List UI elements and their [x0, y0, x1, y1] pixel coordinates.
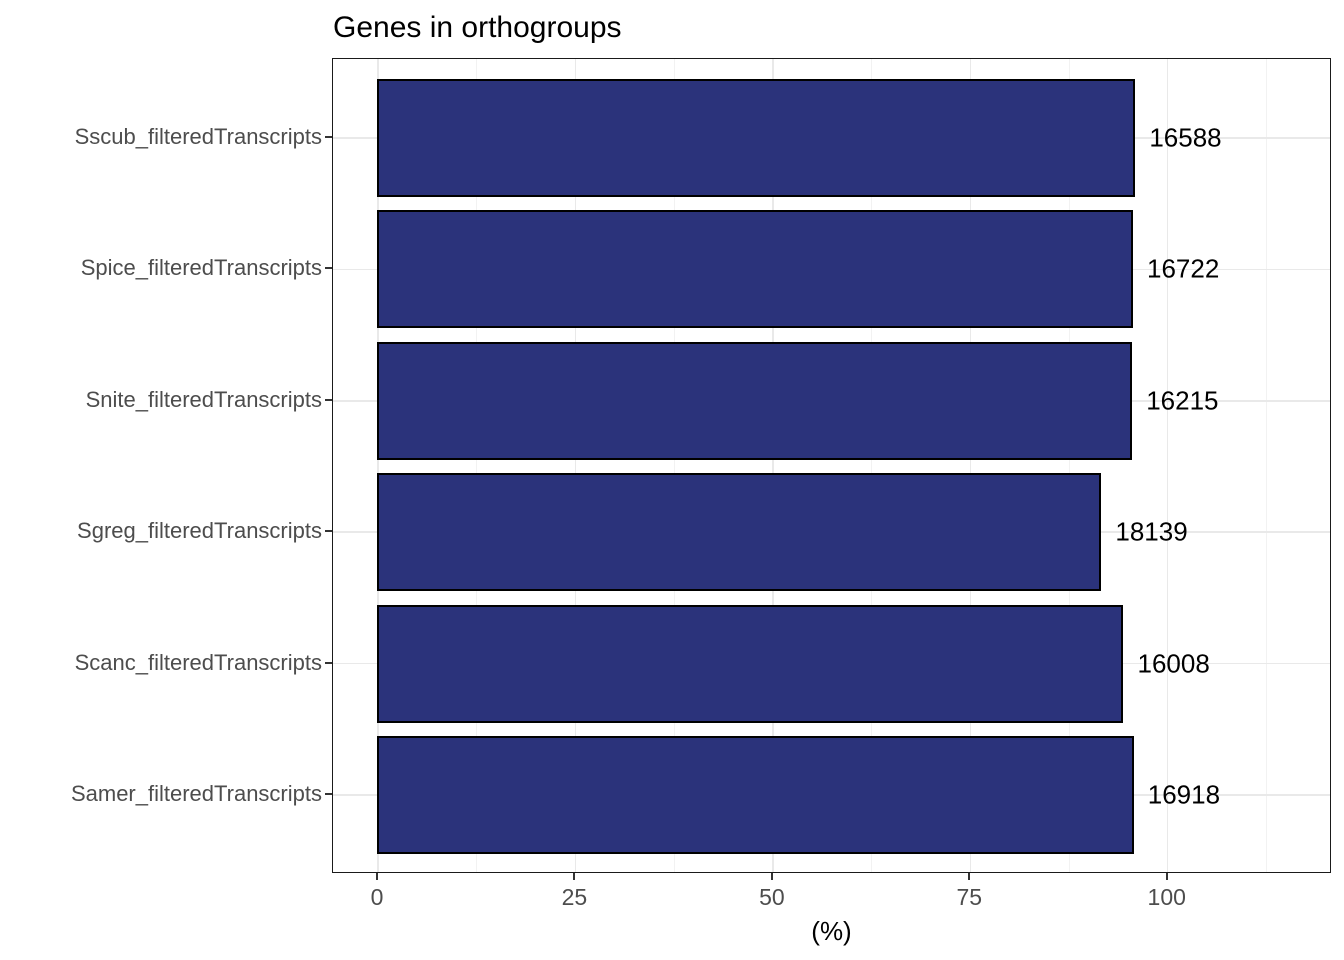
bar-value-label: 16215 — [1146, 385, 1219, 416]
gridline-minor-vertical — [476, 59, 478, 872]
gridline-major-vertical — [772, 59, 774, 872]
gridline-major-vertical — [969, 59, 972, 872]
x-tick-mark — [376, 873, 378, 880]
y-tick-mark — [325, 793, 332, 796]
plot-panel: 16588 16722 16215 18139 16008 16918 — [332, 58, 1331, 873]
y-axis-label: Samer_filteredTranscripts — [70, 781, 322, 807]
x-axis-tick-label: 0 — [370, 884, 384, 910]
y-tick-mark — [325, 530, 332, 533]
y-tick-mark — [325, 398, 332, 401]
gridline-minor-vertical — [871, 59, 873, 872]
gridline-major-vertical — [574, 59, 577, 872]
bar-Sscub_filteredTranscripts — [377, 78, 1136, 197]
bar-value-label: 16918 — [1147, 779, 1221, 810]
bar-Spice_filteredTranscripts — [377, 210, 1133, 329]
gridline-major-vertical — [1166, 59, 1169, 872]
bar-Scanc_filteredTranscripts — [377, 604, 1124, 723]
gridline-minor-vertical — [1265, 59, 1267, 872]
x-tick-mark — [770, 873, 773, 880]
y-tick-mark — [325, 135, 332, 138]
x-tick-mark — [1165, 873, 1168, 880]
y-axis-label: Snite_filteredTranscripts — [85, 386, 322, 412]
y-axis-label: Spice_filteredTranscripts — [80, 255, 322, 281]
chart-title: Genes in orthogroups — [333, 11, 622, 44]
bar-value-label: 16722 — [1146, 253, 1220, 284]
bar-Sgreg_filteredTranscripts — [377, 473, 1102, 592]
x-axis-tick-label: 75 — [956, 884, 983, 910]
x-axis-tick-label: 25 — [561, 884, 588, 910]
bar-Samer_filteredTranscripts — [377, 735, 1134, 855]
y-axis-label: Sscub_filteredTranscripts — [74, 123, 322, 149]
x-tick-mark — [968, 873, 971, 880]
x-axis-tick-label: 50 — [759, 884, 785, 910]
gridline-minor-vertical — [673, 59, 675, 872]
y-axis-label: Sgreg_filteredTranscripts — [77, 518, 322, 544]
bar-value-label: 16008 — [1137, 648, 1210, 679]
y-tick-mark — [325, 661, 332, 664]
x-tick-mark — [573, 873, 576, 880]
bar-Snite_filteredTranscripts — [377, 341, 1133, 460]
gridline-major-vertical — [377, 59, 379, 872]
bar-value-label: 18139 — [1115, 516, 1188, 547]
y-axis-label: Scanc_filteredTranscripts — [74, 649, 322, 675]
x-axis-title: (%) — [811, 916, 852, 946]
y-tick-mark — [325, 267, 332, 270]
x-axis-tick-label: 100 — [1147, 884, 1186, 910]
bar-value-label: 16588 — [1149, 122, 1222, 153]
gridline-minor-vertical — [1068, 59, 1070, 872]
